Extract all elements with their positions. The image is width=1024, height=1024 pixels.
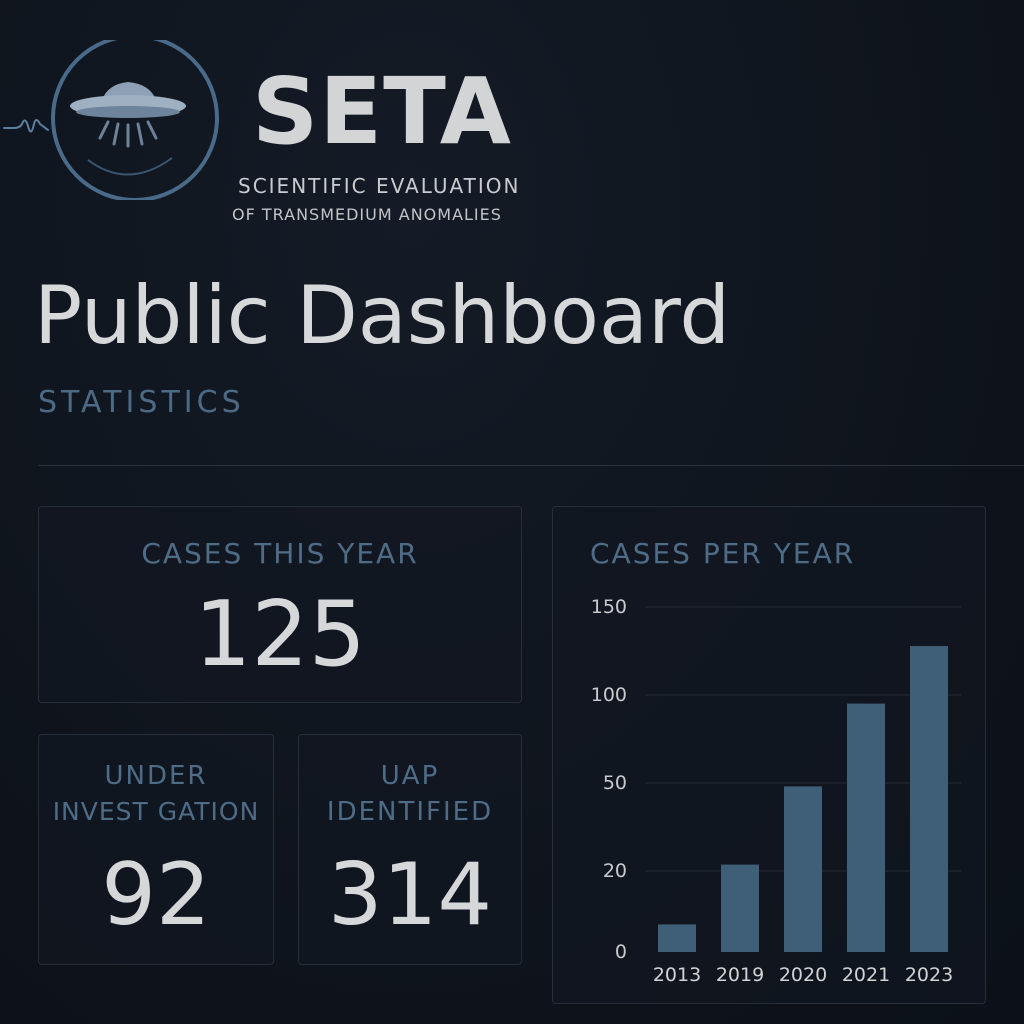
brand-subtitle-line2: OF TRANSMEDIUM ANOMALIES [232, 205, 502, 224]
card-value: 125 [194, 582, 366, 687]
card-cases-this-year: CASES THIS YEAR 125 [38, 506, 522, 703]
bar-2019 [721, 864, 759, 952]
ufo-saucer-icon [3, 40, 219, 200]
bar-2023 [910, 646, 948, 952]
header: SETA SCIENTIFIC EVALUATION OF TRANSMEDIU… [0, 40, 560, 224]
y-tick-label: 20 [603, 860, 627, 882]
bar-2021 [847, 703, 885, 952]
x-tick-label: 2023 [905, 964, 953, 986]
section-label: STATISTICS [38, 385, 245, 420]
x-tick-label: 2019 [716, 964, 764, 986]
y-tick-label: 0 [615, 941, 627, 963]
x-tick-label: 2020 [779, 964, 827, 986]
chart-title: CASES PER YEAR [590, 537, 856, 570]
brand-subtitle-line1: SCIENTIFIC EVALUATION [238, 174, 521, 198]
bar-2020 [784, 786, 822, 952]
card-cases-per-year-chart: CASES PER YEAR 150 100 50 20 0 2013 2019 2020 20… [552, 506, 986, 1004]
card-label: CASES THIS YEAR [141, 537, 419, 570]
divider [38, 465, 1024, 466]
x-tick-label: 2013 [653, 964, 701, 986]
card-label-line1: UNDER [104, 761, 208, 791]
brand-name: SETA [252, 58, 512, 165]
card-label-line2: IDENTIFIED [326, 797, 494, 827]
y-tick-label: 50 [603, 772, 627, 794]
y-tick-label: 150 [591, 596, 627, 618]
card-value: 314 [327, 845, 493, 945]
card-value: 92 [101, 845, 211, 945]
y-tick-label: 100 [591, 684, 627, 706]
card-label-line1: UAP [380, 761, 440, 791]
bar-2013 [658, 924, 696, 952]
x-tick-label: 2021 [842, 964, 890, 986]
page-title: Public Dashboard [34, 269, 731, 362]
bar-chart: 150 100 50 20 0 2013 2019 2020 2021 2023 [591, 596, 961, 986]
card-uap-identified: UAP IDENTIFIED 314 [298, 734, 522, 965]
card-under-investigation: UNDER INVEST GATION 92 [38, 734, 274, 965]
card-label-line2: INVEST GATION [52, 797, 260, 826]
